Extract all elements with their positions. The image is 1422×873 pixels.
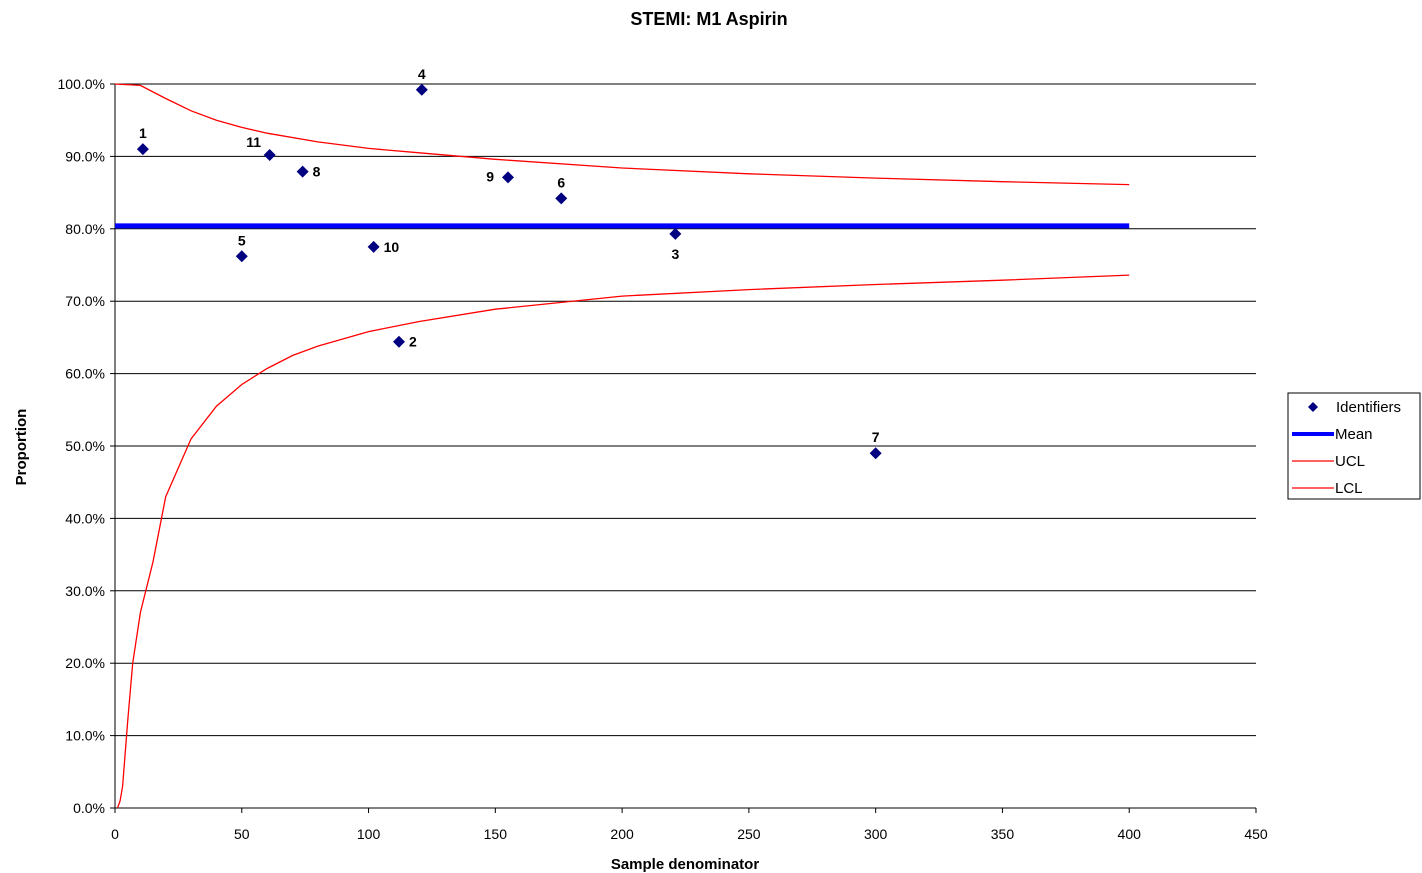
legend-label-lcl: LCL	[1335, 480, 1363, 497]
x-tick-label: 100	[357, 826, 381, 842]
y-tick-label: 60.0%	[65, 366, 105, 382]
data-label-7: 7	[872, 429, 880, 445]
y-tick-label: 40.0%	[65, 510, 105, 526]
data-point-8	[296, 165, 309, 178]
legend: Identifiers Mean UCL LCL	[1287, 392, 1421, 500]
data-label-11: 11	[246, 134, 261, 150]
ucl-line	[114, 83, 1130, 186]
series-lines	[114, 83, 1130, 809]
x-tick-label: 50	[234, 826, 250, 842]
y-tick-label: 20.0%	[65, 655, 105, 671]
x-tick-label: 450	[1244, 826, 1268, 842]
x-tick-label: 250	[737, 826, 761, 842]
x-tick-label: 300	[864, 826, 888, 842]
x-tick-label: 150	[484, 826, 508, 842]
legend-marker-identifiers	[1308, 402, 1318, 412]
data-label-2: 2	[409, 334, 417, 350]
data-label-10: 10	[384, 239, 400, 255]
y-tick-label: 30.0%	[65, 583, 105, 599]
data-point-2	[392, 335, 405, 348]
x-tick-label: 400	[1118, 826, 1142, 842]
y-tick-label: 80.0%	[65, 221, 105, 237]
data-label-6: 6	[557, 174, 565, 190]
x-axis-title: Sample denominator	[611, 856, 760, 873]
data-label-5: 5	[238, 232, 246, 248]
data-label-3: 3	[671, 246, 679, 262]
data-points: 1 2 3 4 5 6 7 8 9 10 11	[136, 66, 882, 460]
legend-label-identifiers: Identifiers	[1336, 399, 1401, 416]
data-point-1	[136, 143, 149, 156]
y-tick-label: 0.0%	[73, 800, 105, 816]
data-label-4: 4	[418, 66, 426, 82]
x-tick-label: 350	[991, 826, 1015, 842]
data-label-9: 9	[486, 168, 494, 184]
legend-box	[1287, 392, 1421, 500]
data-point-9	[502, 171, 515, 184]
axes	[110, 83, 1257, 813]
y-tick-label: 100.0%	[58, 76, 105, 92]
data-point-10	[367, 240, 380, 253]
chart-title: STEMI: M1 Aspirin	[630, 9, 787, 29]
y-tick-label: 10.0%	[65, 728, 105, 744]
x-tick-label: 200	[610, 826, 634, 842]
x-tick-label: 0	[111, 826, 119, 842]
legend-label-ucl: UCL	[1335, 453, 1365, 470]
data-point-7	[869, 447, 882, 460]
data-point-5	[235, 250, 248, 263]
y-tick-label: 50.0%	[65, 438, 105, 454]
data-point-11	[263, 148, 276, 161]
data-point-6	[555, 192, 568, 205]
lcl-line	[116, 274, 1130, 809]
data-label-1: 1	[139, 125, 147, 141]
data-point-3	[669, 227, 682, 240]
y-tick-label: 70.0%	[65, 293, 105, 309]
data-label-8: 8	[313, 164, 321, 180]
legend-label-mean: Mean	[1335, 426, 1373, 443]
y-tick-label: 90.0%	[65, 148, 105, 164]
y-axis-title: Proportion	[13, 409, 30, 486]
tick-labels: 0.0% 10.0% 20.0% 30.0% 40.0% 50.0% 60.0% 70.0% 8…	[58, 76, 1268, 842]
gridlines	[115, 83, 1256, 737]
data-point-4	[415, 83, 428, 96]
